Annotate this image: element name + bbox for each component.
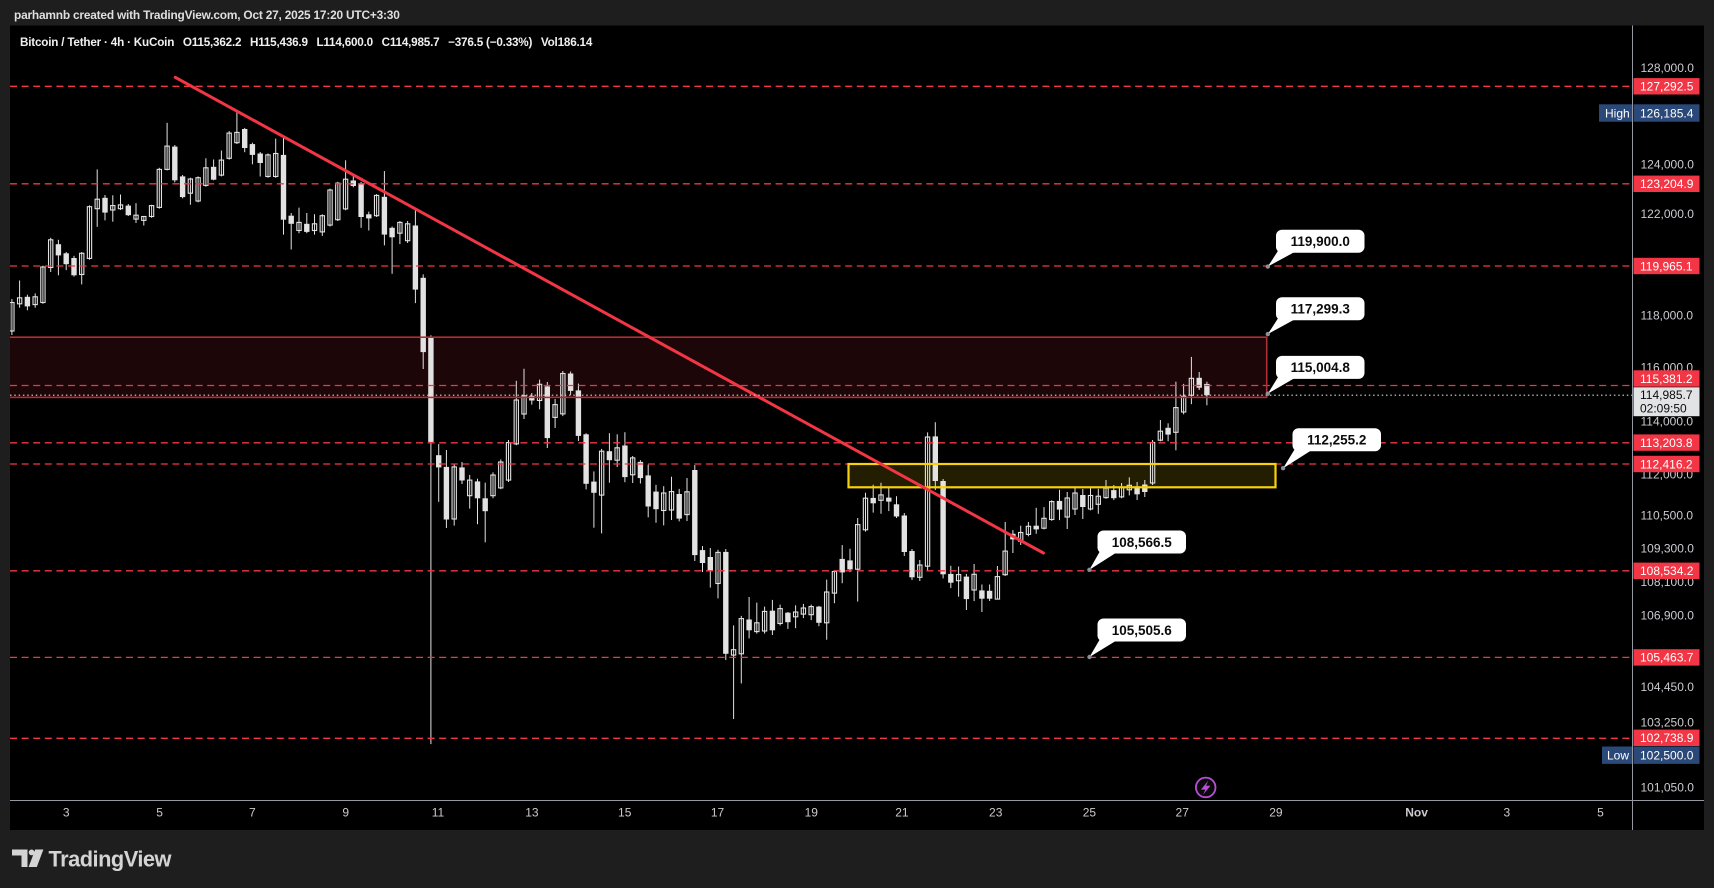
svg-text:High: High	[1605, 106, 1630, 120]
svg-text:parhamnb created with TradingV: parhamnb created with TradingView.com, O…	[14, 8, 400, 22]
svg-text:118,000.0: 118,000.0	[1641, 309, 1694, 323]
svg-text:02:09:50: 02:09:50	[1640, 402, 1687, 416]
svg-text:21: 21	[895, 806, 909, 820]
svg-text:Low: Low	[1607, 749, 1629, 763]
svg-text:25: 25	[1083, 806, 1097, 820]
svg-text:112,416.2: 112,416.2	[1640, 457, 1693, 471]
svg-text:11: 11	[432, 806, 445, 820]
svg-text:15: 15	[618, 806, 632, 820]
svg-text:108,566.5: 108,566.5	[1112, 535, 1173, 550]
svg-text:106,900.0: 106,900.0	[1641, 608, 1695, 622]
svg-text:5: 5	[1597, 806, 1604, 820]
svg-text:110,500.0: 110,500.0	[1641, 508, 1694, 522]
svg-text:9: 9	[342, 806, 349, 820]
svg-text:101,050.0: 101,050.0	[1641, 780, 1695, 794]
svg-text:105,505.6: 105,505.6	[1112, 623, 1173, 638]
svg-text:5: 5	[156, 806, 163, 820]
svg-text:119,900.0: 119,900.0	[1291, 234, 1350, 249]
svg-text:127,292.5: 127,292.5	[1640, 80, 1694, 94]
svg-text:TradingView: TradingView	[49, 847, 172, 872]
svg-text:105,463.7: 105,463.7	[1640, 651, 1694, 665]
svg-text:3: 3	[63, 806, 70, 820]
svg-text:27: 27	[1176, 806, 1190, 820]
svg-text:7: 7	[249, 806, 256, 820]
svg-text:29: 29	[1269, 806, 1283, 820]
svg-text:114,000.0: 114,000.0	[1641, 414, 1694, 428]
svg-text:13: 13	[525, 806, 539, 820]
svg-text:17: 17	[711, 806, 725, 820]
svg-text:19: 19	[805, 806, 819, 820]
svg-text:104,450.0: 104,450.0	[1641, 680, 1695, 694]
svg-text:124,000.0: 124,000.0	[1641, 158, 1695, 172]
svg-text:102,738.9: 102,738.9	[1640, 731, 1694, 745]
svg-text:112,255.2: 112,255.2	[1307, 433, 1366, 448]
svg-text:102,500.0: 102,500.0	[1640, 749, 1694, 763]
svg-text:123,204.9: 123,204.9	[1640, 177, 1694, 191]
svg-text:103,250.0: 103,250.0	[1641, 715, 1695, 729]
svg-text:119,965.1: 119,965.1	[1640, 259, 1693, 273]
svg-text:Nov: Nov	[1405, 806, 1428, 820]
svg-text:126,185.4: 126,185.4	[1640, 106, 1694, 120]
svg-text:128,000.0: 128,000.0	[1641, 61, 1695, 75]
svg-text:122,000.0: 122,000.0	[1641, 207, 1695, 221]
svg-text:Bitcoin / Tether · 4h · KuCoin: Bitcoin / Tether · 4h · KuCoin O115,362.…	[20, 36, 593, 49]
svg-text:23: 23	[989, 806, 1003, 820]
svg-text:117,299.3: 117,299.3	[1291, 302, 1351, 317]
svg-text:108,534.2: 108,534.2	[1640, 564, 1694, 578]
svg-text:115,004.8: 115,004.8	[1291, 360, 1351, 375]
svg-text:114,985.7: 114,985.7	[1640, 388, 1693, 402]
svg-text:113,203.8: 113,203.8	[1640, 436, 1693, 450]
svg-text:115,381.2: 115,381.2	[1640, 372, 1693, 386]
svg-text:3: 3	[1503, 806, 1510, 820]
svg-text:109,300.0: 109,300.0	[1641, 541, 1695, 555]
